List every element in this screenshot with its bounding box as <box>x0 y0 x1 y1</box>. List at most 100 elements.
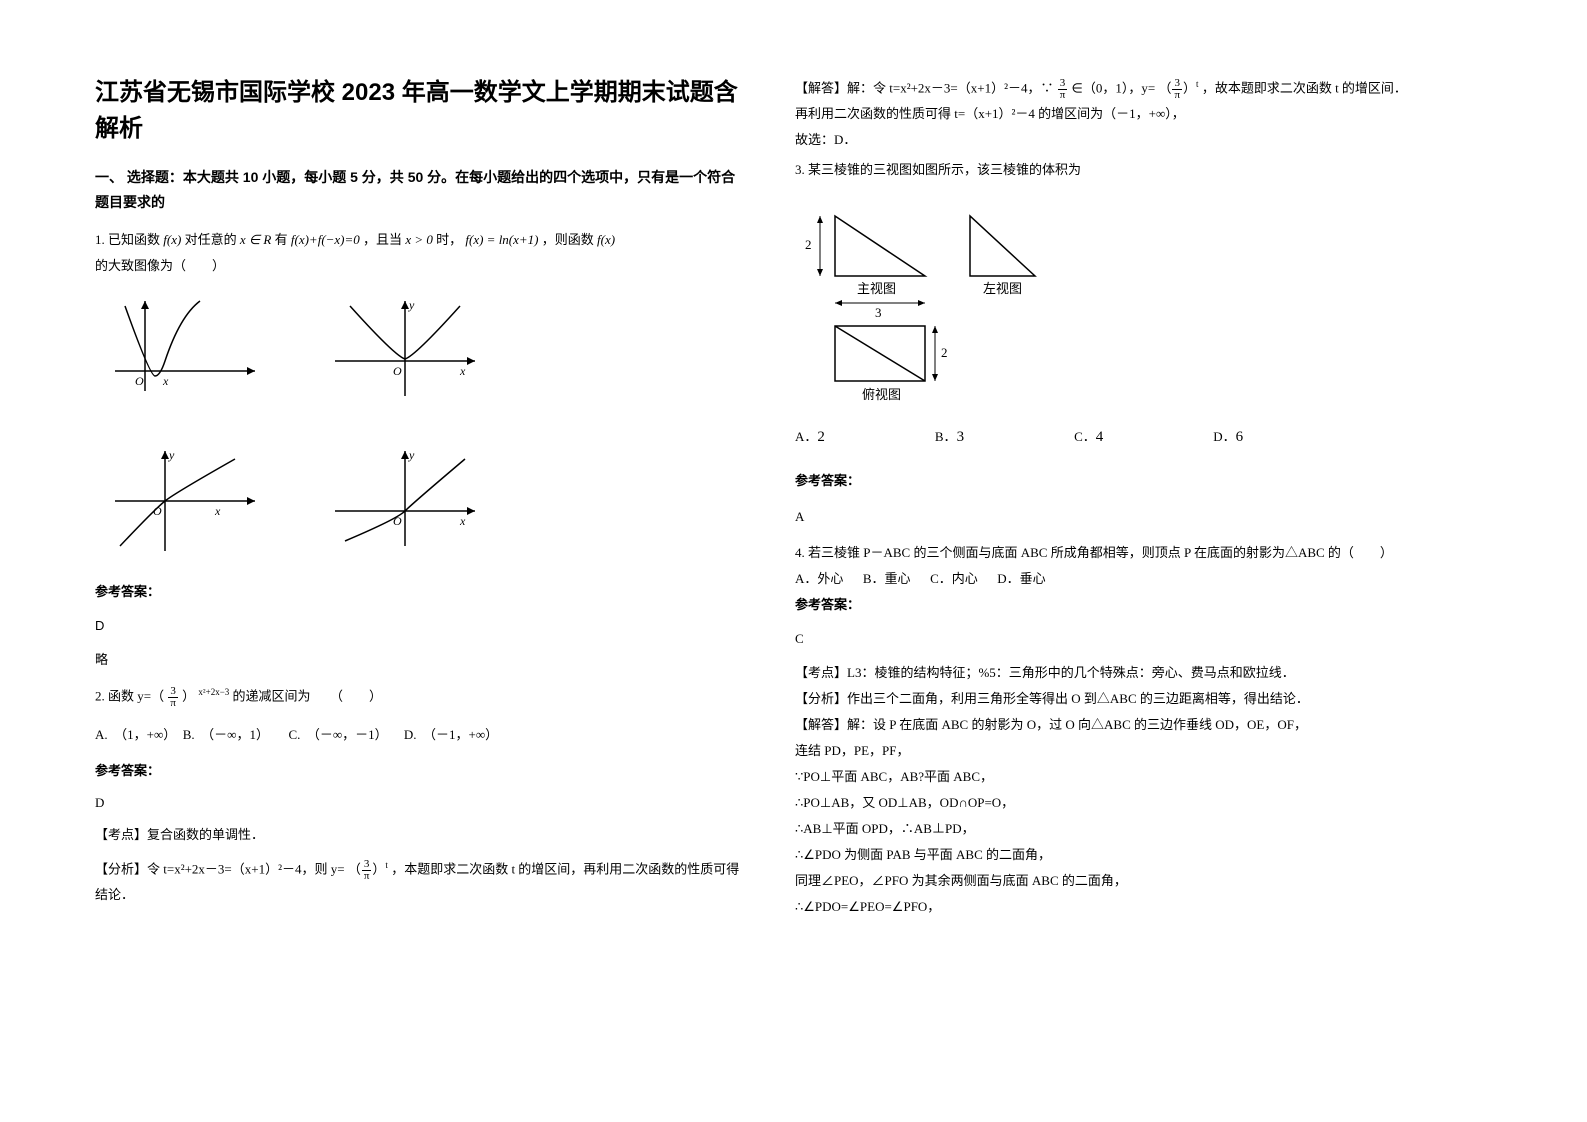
q2-optC: C. （－∞，－1） <box>288 727 387 742</box>
svg-text:y: y <box>408 298 415 312</box>
frac-icon: 3π <box>1172 78 1182 101</box>
frac-icon: 3π <box>168 686 178 709</box>
q1-note: 略 <box>95 647 745 673</box>
q4-l3: ∵PO⊥平面 ABC，AB?平面 ABC， <box>795 764 1445 790</box>
q1-a: 1. 已知函数 <box>95 232 160 247</box>
q4-l7: 同理∠PEO，∠PFO 为其余两侧面与底面 ABC 的二面角， <box>795 868 1445 894</box>
svg-text:x: x <box>162 374 169 388</box>
q3-ans: A <box>795 504 1445 530</box>
q4-l5: ∴AB⊥平面 OPD，∴AB⊥PD， <box>795 816 1445 842</box>
q4-l4: ∴PO⊥AB，又 OD⊥AB，OD∩OP=O， <box>795 790 1445 816</box>
q1-ans-head: 参考答案： <box>95 579 745 605</box>
q2-jd-a: 【解答】解：令 t=x²+2x－3=（x+1）²－4，∵ <box>795 80 1053 95</box>
q3-opts: A．2 B．3 C．4 D．6 <box>795 421 1445 454</box>
q3-ans-head: 参考答案： <box>795 468 1445 494</box>
q3-optA-pre: A． <box>795 429 817 444</box>
section-head: 一、 选择题：本大题共 10 小题，每小题 5 分，共 50 分。在每小题给出的… <box>95 165 745 215</box>
q2-optB: B. （－∞，1） <box>183 727 269 742</box>
q1-cond2: x > 0 <box>405 232 433 247</box>
q2-opts: A. （1，+∞） B. （－∞，1） C. （－∞，－1） D. （－1，+∞… <box>95 722 745 748</box>
q1-ans: D <box>95 613 745 639</box>
three-view-diagram: 主视图 左视图 2 3 俯视图 2 <box>795 191 1075 411</box>
q1-b: 对任意的 <box>185 232 237 247</box>
q4-stem: 4. 若三棱锥 P－ABC 的三个侧面与底面 ABC 所成角都相等，则顶点 P … <box>795 540 1445 566</box>
q1-fx2: f(x) <box>597 232 615 247</box>
q4-l8: ∴∠PDO=∠PEO=∠PFO， <box>795 894 1445 920</box>
svg-text:主视图: 主视图 <box>857 281 896 296</box>
q2-kd: 【考点】复合函数的单调性． <box>95 822 745 848</box>
graph-row-1: O x y O x <box>105 291 745 411</box>
page-title: 江苏省无锡市国际学校 2023 年高一数学文上学期期末试题含解析 <box>95 75 745 147</box>
q3-optD: 6 <box>1236 429 1244 445</box>
svg-text:O: O <box>393 364 402 378</box>
q2-ans: D <box>95 790 745 816</box>
q2-optA: A. （1，+∞） <box>95 727 176 742</box>
q1-fx: f(x) <box>163 232 181 247</box>
q3-optD-pre: D． <box>1213 429 1235 444</box>
q2-exp: x²+2x−3 <box>198 687 229 697</box>
q1-cond1: x ∈ R <box>240 232 272 247</box>
q4-optD: D．垂心 <box>997 571 1045 586</box>
svg-text:3: 3 <box>875 305 882 320</box>
graph-d: y O x <box>325 441 485 561</box>
svg-text:2: 2 <box>805 237 812 252</box>
graph-b: y O x <box>325 291 485 411</box>
q1-eq2: f(x) = ln(x+1) <box>465 232 538 247</box>
q2-fx-a: 【分析】令 t=x²+2x－3=（x+1）²－4，则 y= <box>95 861 345 876</box>
q2-ans-head: 参考答案： <box>95 758 745 784</box>
q2-jd2: 再利用二次函数的性质可得 t=（x+1）²－4 的增区间为（－1，+∞）， <box>795 101 1445 127</box>
q2-jd-paren2: ） <box>1183 80 1196 95</box>
q2-jd: 【解答】解：令 t=x²+2x－3=（x+1）²－4，∵ 3π ∈（0，1），y… <box>795 75 1445 101</box>
q2-jd3: 故选：D． <box>795 127 1445 153</box>
q2-fx: 【分析】令 t=x²+2x－3=（x+1）²－4，则 y= （3π）t ，本题即… <box>95 856 745 908</box>
q4-ans-head: 参考答案： <box>795 592 1445 618</box>
q2-jd-c: ，故本题即求二次函数 t 的增区间． <box>1202 80 1407 95</box>
q3-optA: 2 <box>817 429 825 445</box>
svg-text:O: O <box>153 504 162 518</box>
q2-exp-t: t <box>385 860 388 870</box>
svg-text:y: y <box>168 448 175 462</box>
q1-f: ，则函数 <box>542 232 594 247</box>
q3-optC: 4 <box>1096 429 1104 445</box>
graph-c: y O x <box>105 441 265 561</box>
frac-icon: 3π <box>1058 78 1068 101</box>
q2-jd-b: ∈（0，1），y= <box>1072 80 1156 95</box>
q2-paren: ） <box>182 689 195 704</box>
q4-fx: 【分析】作出三个二面角，利用三角形全等得出 O 到△ABC 的三边距离相等，得出… <box>795 686 1445 712</box>
q2-fx-paren2: ） <box>372 861 385 876</box>
q4-optC: C．内心 <box>930 571 978 586</box>
frac-icon: 3π <box>362 859 372 882</box>
q4-ans: C <box>795 626 1445 652</box>
svg-text:x: x <box>459 364 466 378</box>
q2-fx-paren: （ <box>348 861 361 876</box>
q3-optB-pre: B． <box>935 429 957 444</box>
graph-a: O x <box>105 291 265 411</box>
q2-optD: D. （－1，+∞） <box>404 727 498 742</box>
svg-text:x: x <box>214 504 221 518</box>
q3-stem: 3. 某三棱锥的三视图如图所示，该三棱锥的体积为 <box>795 157 1445 183</box>
q1-d: ，且当 <box>363 232 402 247</box>
q4-opts: A．外心 B．重心 C．内心 D．垂心 <box>795 566 1445 592</box>
svg-text:O: O <box>393 514 402 528</box>
graph-row-2: y O x y O x <box>105 441 745 561</box>
svg-text:O: O <box>135 374 144 388</box>
q1-c: 有 <box>275 232 288 247</box>
svg-text:2: 2 <box>941 345 948 360</box>
q2-b: 的递减区间为 （ ） <box>233 689 383 704</box>
q4-l6: ∴∠PDO 为侧面 PAB 与平面 ABC 的二面角， <box>795 842 1445 868</box>
svg-text:俯视图: 俯视图 <box>862 387 901 402</box>
svg-text:左视图: 左视图 <box>983 281 1022 296</box>
svg-text:y: y <box>408 448 415 462</box>
q4-l2: 连结 PD，PE，PF， <box>795 738 1445 764</box>
q1-e: 时， <box>436 232 462 247</box>
q2-a: 2. 函数 y=（ <box>95 689 164 704</box>
q4-kd: 【考点】L3：棱锥的结构特征；%5：三角形中的几个特殊点：旁心、费马点和欧拉线． <box>795 660 1445 686</box>
q2-stem: 2. 函数 y=（ 3π ） x²+2x−3 的递减区间为 （ ） <box>95 683 745 709</box>
q2-jd-t: t <box>1196 79 1199 89</box>
q3-optC-pre: C． <box>1074 429 1096 444</box>
q1-eq1: f(x)+f(−x)=0 <box>291 232 360 247</box>
q4-l1: 【解答】解：设 P 在底面 ABC 的射影为 O，过 O 向△ABC 的三边作垂… <box>795 712 1445 738</box>
q4-optA: A．外心 <box>795 571 843 586</box>
q1-g: 的大致图像为（ ） <box>95 253 745 279</box>
q1-stem: 1. 已知函数 f(x) 对任意的 x ∈ R 有 f(x)+f(−x)=0 ，… <box>95 227 745 253</box>
